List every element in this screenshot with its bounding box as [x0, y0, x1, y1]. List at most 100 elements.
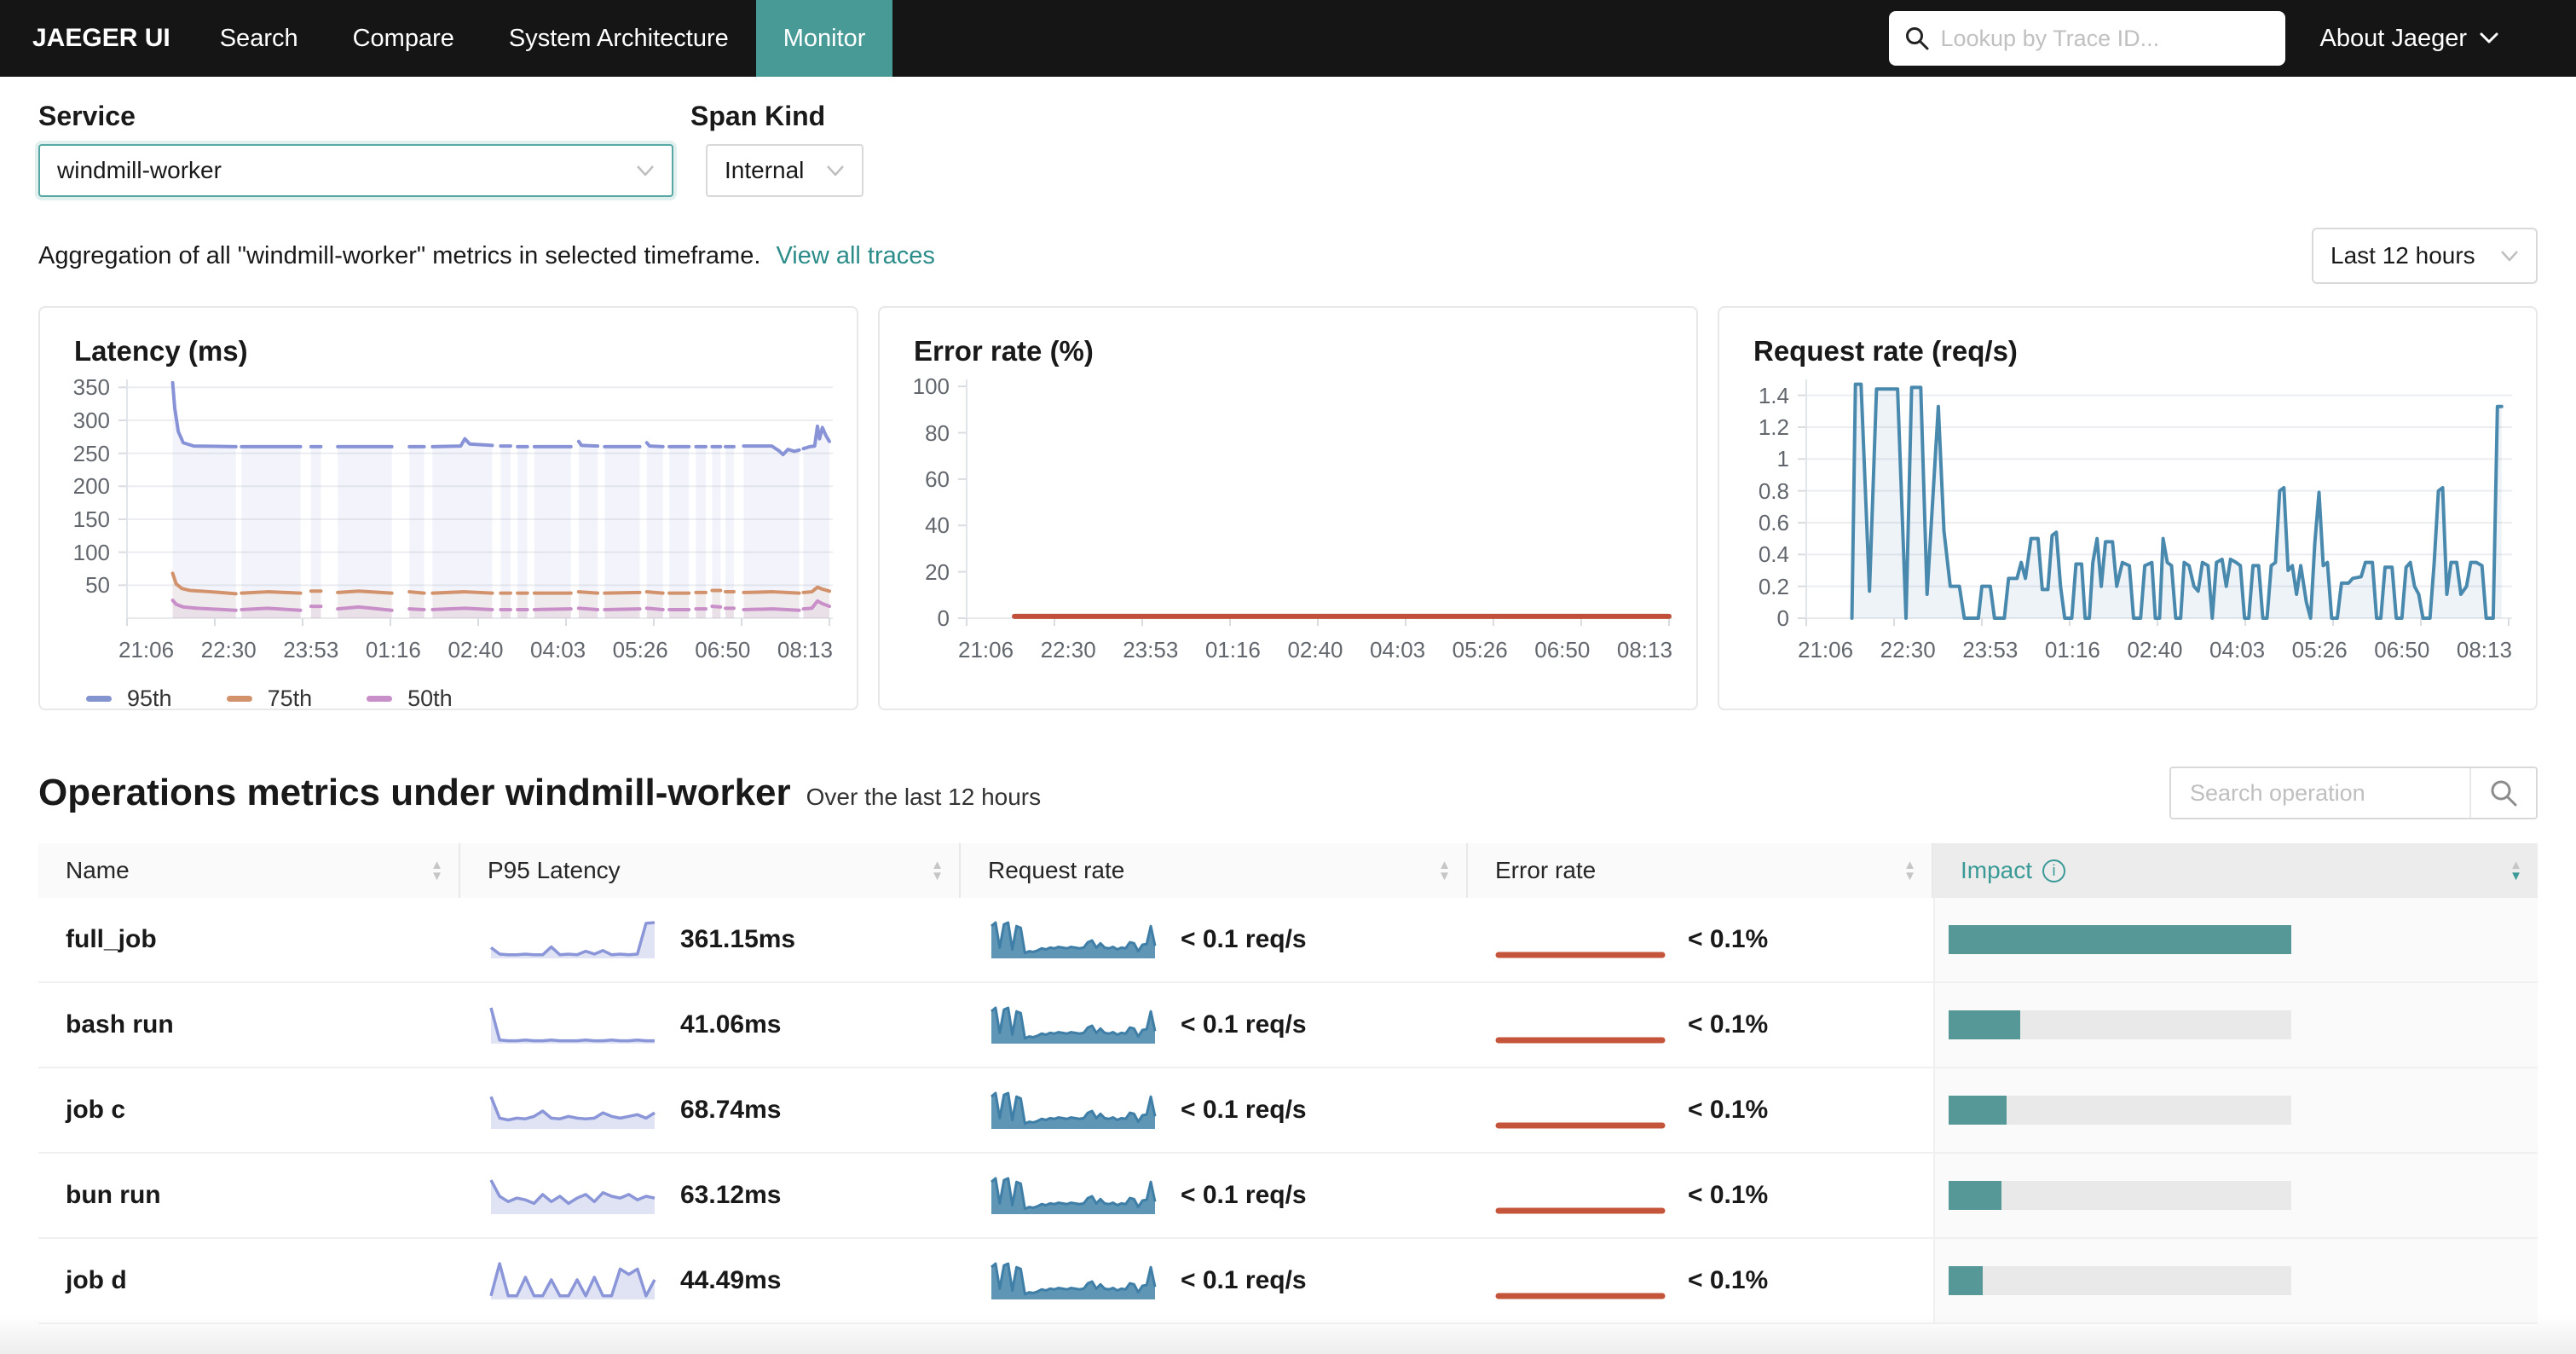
- column-header-error-rate[interactable]: Error rate ▲ ▼: [1468, 843, 1933, 898]
- sort-caret-up: ▲: [931, 858, 944, 872]
- impact-bar-track: [1949, 1096, 2291, 1125]
- p95-latency-sparkline: [489, 1007, 655, 1044]
- latency-chart-title: Latency (ms): [74, 335, 248, 367]
- x-axis-tick-label: 08:13: [2456, 637, 2512, 663]
- error-rate-chart-plot[interactable]: [958, 379, 1672, 628]
- operation-name-cell: bun run: [38, 1154, 460, 1237]
- x-axis-tick-label: 01:16: [2044, 637, 2100, 663]
- column-header-label-wrap: Impact i: [1961, 857, 2066, 884]
- error-rate-sparkline: [1495, 1037, 1666, 1044]
- chevron-down-icon: [827, 165, 844, 176]
- y-axis-tick-label: 200: [72, 473, 110, 500]
- legend-item-75th: 75th: [226, 686, 312, 712]
- nav-item-search[interactable]: Search: [219, 24, 298, 52]
- sort-caret-up: ▲: [430, 858, 443, 872]
- y-axis-tick-label: 0.8: [1758, 477, 1789, 504]
- service-filter: Service windmill-worker: [38, 101, 673, 197]
- chevron-down-icon: [2501, 250, 2518, 261]
- table-row[interactable]: bun run 63.12ms < 0.1 req/s < 0.1%: [38, 1154, 2538, 1239]
- y-axis-tick-label: 20: [925, 558, 950, 585]
- column-header-name[interactable]: Name ▲ ▼: [38, 843, 460, 898]
- p95-latency-value: 41.06ms: [680, 1010, 782, 1039]
- impact-info-icon[interactable]: i: [2042, 859, 2066, 882]
- nav-item-compare[interactable]: Compare: [352, 24, 454, 52]
- x-axis-tick-label: 06:50: [695, 637, 751, 663]
- filters-row: Service windmill-worker Span Kind Intern…: [0, 77, 2576, 197]
- nav-item-system-architecture[interactable]: System Architecture: [508, 24, 729, 52]
- x-axis-tick-label: 22:30: [1880, 637, 1936, 663]
- operations-header: Operations metrics under windmill-worker…: [0, 710, 2576, 819]
- search-icon: [1906, 27, 1929, 50]
- operation-search-input[interactable]: [2171, 768, 2469, 818]
- x-axis-tick-label: 04:03: [1370, 637, 1426, 663]
- service-select-value: windmill-worker: [57, 157, 222, 183]
- error-rate-value: < 0.1%: [1688, 1266, 1769, 1294]
- sort-caret-down: ▼: [931, 869, 944, 883]
- y-axis-tick-label: 40: [925, 512, 950, 539]
- y-axis-tick-label: 0: [1776, 605, 1789, 631]
- operation-name-cell: job d: [38, 1239, 460, 1322]
- column-header-label-wrap: Name: [66, 857, 130, 884]
- latency-chart-plot[interactable]: [118, 379, 833, 628]
- request-rate-chart-card: Request rate (req/s) 1.4 1.2 1 0.8 0.6 0.4 0.2…: [1718, 306, 2538, 710]
- sort-caret-down: ▼: [2510, 869, 2522, 883]
- x-axis-tick-label: 22:30: [1040, 637, 1096, 663]
- timeframe-select-value: Last 12 hours: [2331, 242, 2475, 269]
- table-row[interactable]: job c 68.74ms < 0.1 req/s < 0.1%: [38, 1068, 2538, 1154]
- request-rate-chart-plot[interactable]: [1798, 379, 2512, 628]
- error-rate-value: < 0.1%: [1688, 1096, 1769, 1124]
- request-rate-value: < 0.1 req/s: [1181, 1181, 1307, 1209]
- error-rate-x-axis-labels: 21:06 22:30 23:53 01:16 02:40 04:03 05:26 06:50…: [958, 637, 1672, 663]
- column-header-request-rate[interactable]: Request rate ▲ ▼: [961, 843, 1468, 898]
- x-axis-tick-label: 02:40: [448, 637, 504, 663]
- y-axis-tick-label: 60: [925, 466, 950, 492]
- operation-search-box: [2169, 767, 2538, 819]
- operation-name: bash run: [66, 1010, 174, 1039]
- legend-color-50th: [367, 696, 393, 702]
- y-axis-tick-label: 100: [912, 373, 950, 400]
- table-row[interactable]: full_job 361.15ms < 0.1 req/s < 0.1%: [38, 898, 2538, 983]
- table-row[interactable]: job d 44.49ms < 0.1 req/s < 0.1%: [38, 1239, 2538, 1324]
- latency-legend: 95th 75th 50th: [86, 686, 833, 712]
- service-select[interactable]: windmill-worker: [38, 144, 673, 197]
- view-all-traces-link[interactable]: View all traces: [776, 241, 935, 269]
- request-rate-cell: < 0.1 req/s: [961, 983, 1468, 1067]
- x-axis-tick-label: 05:26: [612, 637, 668, 663]
- timeframe-select[interactable]: Last 12 hours: [2312, 228, 2538, 284]
- legend-color-95th: [86, 696, 112, 702]
- sort-icon: ▲ ▼: [1438, 859, 1451, 882]
- span-kind-label: Span Kind: [690, 101, 826, 131]
- y-axis-tick-label: 0.6: [1758, 510, 1789, 535]
- impact-cell: [1933, 1154, 2538, 1237]
- legend-item-95th: 95th: [86, 686, 172, 712]
- charts-row: Latency (ms) 350 300 250 200 150 100 50 21:06 2…: [0, 284, 2576, 712]
- trace-id-search-box[interactable]: [1889, 11, 2286, 66]
- p95-latency-value: 68.74ms: [680, 1096, 782, 1124]
- nav-item-monitor[interactable]: Monitor: [755, 0, 893, 77]
- p95-latency-value: 63.12ms: [680, 1181, 782, 1209]
- about-jaeger-menu[interactable]: About Jaeger: [2319, 0, 2499, 77]
- operations-title: Operations metrics under windmill-worker: [38, 772, 791, 813]
- p95-latency-cell: 41.06ms: [460, 983, 961, 1067]
- app-brand: JAEGER UI: [32, 24, 170, 52]
- x-axis-tick-label: 21:06: [1798, 637, 1854, 663]
- table-row[interactable]: bash run 41.06ms < 0.1 req/s < 0.1%: [38, 983, 2538, 1068]
- span-kind-select[interactable]: Internal: [706, 144, 863, 197]
- y-axis-tick-label: 1.4: [1758, 382, 1789, 408]
- error-rate-sparkline: [1495, 952, 1666, 958]
- trace-id-search-input[interactable]: [1940, 25, 2271, 52]
- impact-bar: [1949, 925, 2291, 954]
- operation-name: job c: [66, 1096, 126, 1124]
- column-header-impact[interactable]: Impact i ▲ ▼: [1933, 843, 2538, 898]
- request-rate-sparkline: [991, 1262, 1157, 1299]
- request-rate-value: < 0.1 req/s: [1181, 1096, 1307, 1124]
- column-header-p95-latency[interactable]: P95 Latency ▲ ▼: [460, 843, 961, 898]
- nav-spacer: [892, 0, 1889, 77]
- top-navbar: JAEGER UI Search Compare System Architec…: [0, 0, 2576, 77]
- column-header-label: P95 Latency: [488, 857, 621, 883]
- operation-search-button[interactable]: [2469, 768, 2536, 818]
- x-axis-tick-label: 06:50: [2374, 637, 2430, 663]
- x-axis-tick-label: 23:53: [283, 637, 339, 663]
- impact-bar-track: [1949, 1266, 2291, 1295]
- impact-bar-track: [1949, 925, 2291, 954]
